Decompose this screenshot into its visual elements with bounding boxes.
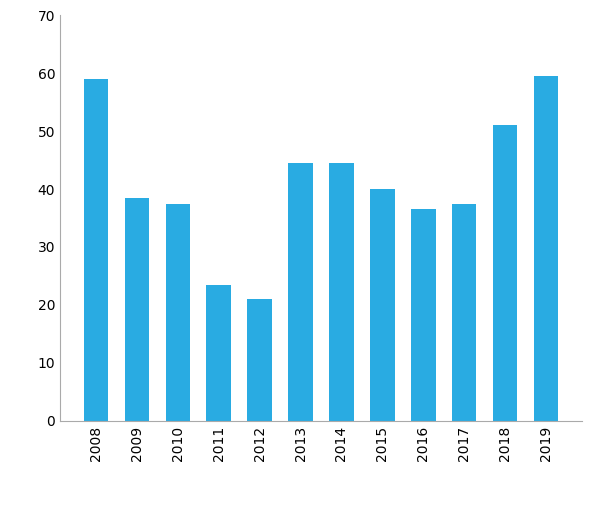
Bar	[493, 125, 517, 421]
Bar	[329, 163, 354, 421]
Bar	[534, 76, 558, 421]
Bar	[247, 299, 272, 421]
Bar	[370, 189, 395, 421]
Bar	[125, 198, 149, 421]
Bar	[288, 163, 313, 421]
Bar	[84, 79, 108, 421]
Bar	[206, 285, 231, 421]
Bar	[411, 209, 436, 421]
Bar	[166, 204, 190, 421]
Bar	[452, 204, 476, 421]
